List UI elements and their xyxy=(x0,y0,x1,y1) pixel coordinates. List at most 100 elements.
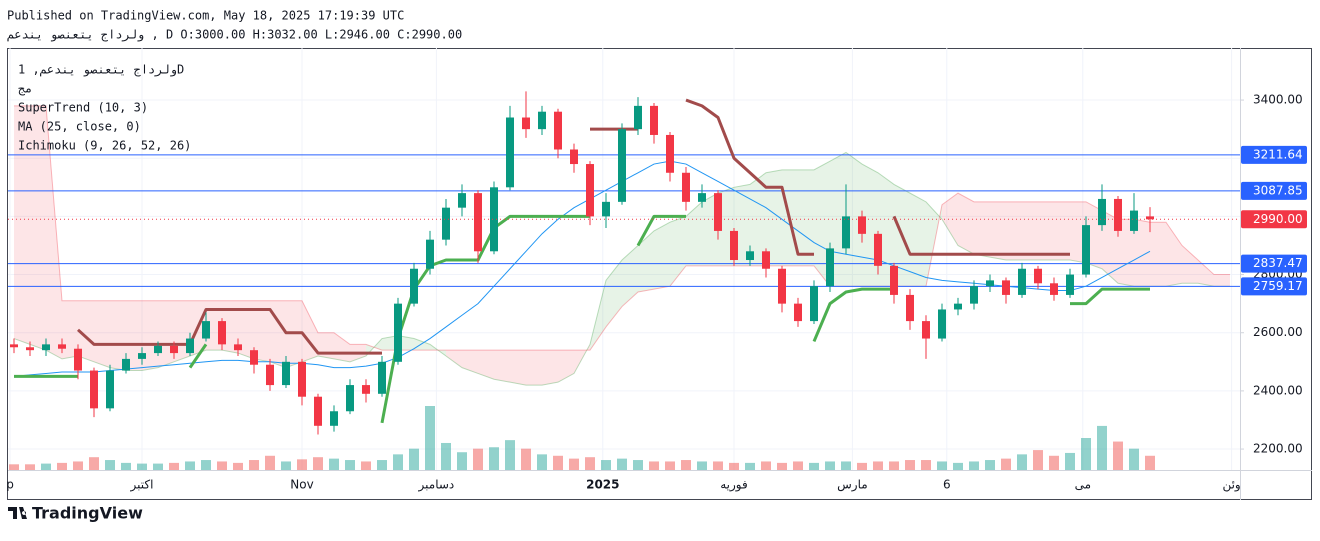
candle-body xyxy=(730,230,738,261)
volume-bar xyxy=(697,461,707,470)
cloud-segment xyxy=(318,332,334,359)
supertrend-up xyxy=(14,214,1150,424)
candle-body xyxy=(666,134,674,173)
volume-bar xyxy=(793,461,803,470)
candle-body xyxy=(858,216,866,234)
candle-body xyxy=(874,233,882,266)
volume-bar xyxy=(681,460,691,470)
candle-body xyxy=(314,396,322,426)
price-line-tag xyxy=(1241,181,1307,200)
volume-bar xyxy=(921,460,931,470)
candle-body xyxy=(794,303,802,322)
cloud-segment xyxy=(414,338,430,351)
volume-bar xyxy=(761,461,771,470)
cloud-segment xyxy=(462,350,478,374)
span-a xyxy=(13,151,1230,386)
volume-bar xyxy=(1001,458,1011,470)
candle-body xyxy=(778,268,786,304)
candle-body xyxy=(1098,198,1106,226)
volume-bar xyxy=(841,461,851,470)
candle-body xyxy=(330,411,338,426)
volume-bar xyxy=(89,457,99,470)
candle-body xyxy=(1146,216,1154,220)
volume-bar xyxy=(57,462,67,470)
cloud-segment xyxy=(1118,219,1134,287)
candle-body xyxy=(410,268,418,304)
x-tick-label: دسامبر xyxy=(418,478,455,493)
study-label: مج xyxy=(18,82,32,96)
plot xyxy=(8,48,1240,470)
cloud-segment xyxy=(622,245,638,307)
cloud-segment xyxy=(110,300,126,371)
volume-bar xyxy=(937,461,947,470)
volume-bar xyxy=(825,461,835,470)
candle-body xyxy=(826,248,834,287)
candle-body xyxy=(378,361,386,394)
cloud-segment xyxy=(990,201,1006,261)
cloud-segment xyxy=(510,350,526,386)
cloud-segment xyxy=(846,152,862,287)
price-line-label: 2837.47 xyxy=(1253,256,1303,270)
volume-bar xyxy=(953,462,963,470)
volume-bar xyxy=(409,448,419,470)
cloud-segment xyxy=(942,193,958,246)
volume-bar xyxy=(889,461,899,470)
cloud-segment xyxy=(958,193,974,255)
candle-body xyxy=(1114,198,1122,231)
cloud-segment xyxy=(590,280,606,351)
candle-body xyxy=(506,117,514,188)
candle-body xyxy=(1034,268,1042,284)
volume-bar xyxy=(1033,450,1043,470)
published: Published on TradingView.com, May 18, 20… xyxy=(7,9,404,23)
price-line-tag xyxy=(1241,145,1307,164)
x-tick-label: فوريه xyxy=(720,478,748,493)
volume-bar xyxy=(1129,448,1139,470)
candle-body xyxy=(106,370,114,409)
volume-bar xyxy=(377,460,387,470)
volume-bar xyxy=(217,461,227,470)
candle-body xyxy=(394,303,402,362)
x-tick-label: Nov xyxy=(290,478,313,492)
candle-body xyxy=(986,280,994,287)
candle-body xyxy=(90,370,98,409)
candle-body xyxy=(250,350,258,365)
cloud-segment xyxy=(1006,201,1022,261)
volume-bar xyxy=(649,461,659,470)
candle-body xyxy=(26,347,34,351)
volume-bar xyxy=(505,440,515,470)
volume-bar xyxy=(665,461,675,470)
candle-body xyxy=(202,321,210,339)
candle-body xyxy=(890,265,898,295)
study-label: SuperTrend (10, 3) xyxy=(18,101,148,115)
cloud-segment xyxy=(158,300,174,368)
volume-bar xyxy=(905,460,915,470)
volume-bar xyxy=(521,448,531,470)
cloud-segment xyxy=(446,350,462,368)
candle-body xyxy=(1002,280,1010,295)
volume-bar xyxy=(281,461,291,470)
y-tick-label: 3400.00 xyxy=(1253,93,1303,107)
candle-body xyxy=(186,338,194,354)
volume-bar xyxy=(361,461,371,470)
candle-body xyxy=(554,111,562,150)
study-label: MA (25, close, 0) xyxy=(18,120,141,134)
cloud-segment xyxy=(94,300,110,368)
cloud-segment xyxy=(1198,260,1214,287)
cloud-segment xyxy=(558,350,574,383)
volume-bar xyxy=(345,460,355,470)
candle-body xyxy=(1130,210,1138,231)
legend-line: ولرداج يتعنصو يندعم , D O:3000.00 H:3032… xyxy=(7,28,462,43)
cloud-segment xyxy=(142,300,158,371)
cloud-segment xyxy=(574,344,590,374)
x-tick-label: p xyxy=(6,478,14,492)
cloud-segment xyxy=(686,201,702,266)
supertrend-down xyxy=(76,98,1070,355)
volume-bar xyxy=(873,461,883,470)
x-tick-label: 2025 xyxy=(586,478,619,492)
volume-bar xyxy=(473,448,483,470)
candle-body xyxy=(218,321,226,345)
volume-bar xyxy=(201,460,211,470)
candle-body xyxy=(602,201,610,217)
candle-body xyxy=(746,251,754,261)
volume-bar xyxy=(329,458,339,470)
